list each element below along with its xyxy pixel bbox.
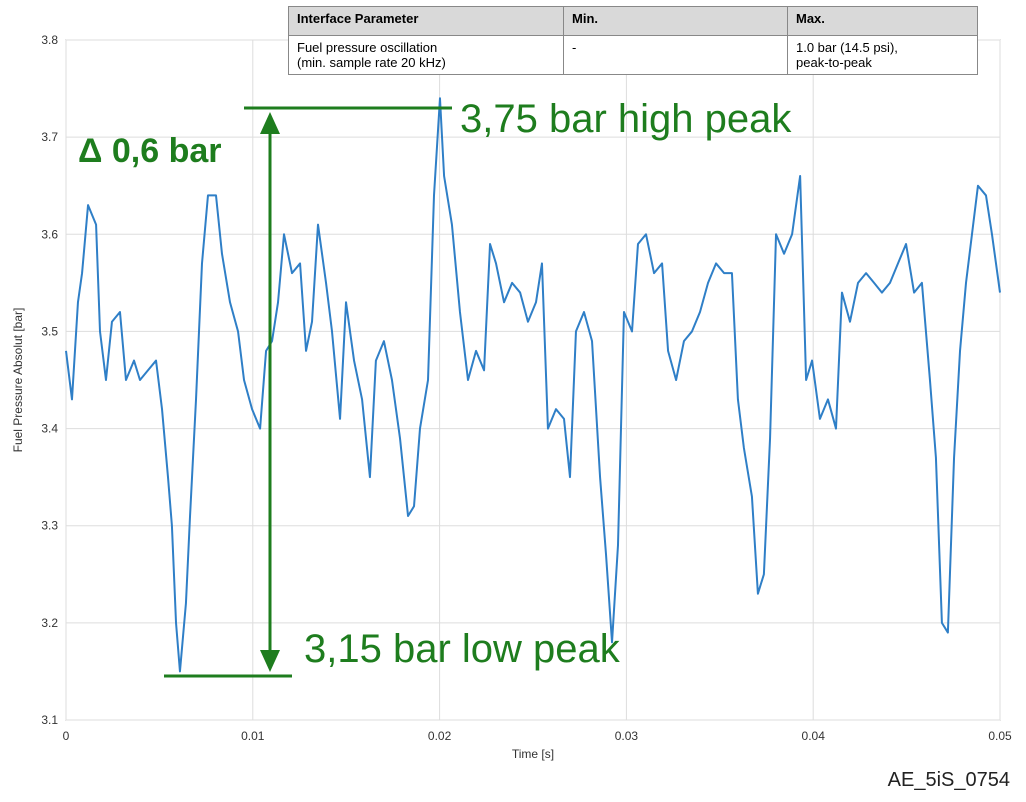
arrow-head [260,112,280,134]
cell: Fuel pressure oscillation (min. sample r… [288,35,564,75]
annotation: 3,75 bar high peak [460,97,792,141]
annotation: 3,15 bar low peak [304,627,621,671]
y-tick-label: 3.5 [41,324,58,338]
x-tick-label: 0.05 [988,729,1012,743]
y-tick-label: 3.8 [41,33,58,47]
arrow-head [260,650,280,672]
header-cell: Max. [787,6,978,36]
row: Fuel pressure oscillation (min. sample r… [288,35,978,75]
header-cell: Interface Parameter [288,6,564,36]
annotation: Δ 0,6 bar [78,132,222,170]
y-tick-label: 3.2 [41,616,58,630]
figure-id: AE_5iS_0754 [887,769,1010,791]
y-tick-label: 3.3 [41,519,58,533]
y-axis-label: Fuel Pressure Absolut [bar] [11,308,25,453]
header-cell: Min. [563,6,788,36]
header-row: Interface Parameter Min. Max. [288,6,978,36]
y-tick-label: 3.4 [41,422,58,436]
y-tick-label: 3.7 [41,130,58,144]
x-tick-label: 0 [63,729,70,743]
cell: 1.0 bar (14.5 psi), peak-to-peak [787,35,978,75]
y-tick-label: 3.1 [41,713,58,727]
x-axis-label: Time [s] [512,747,554,761]
y-tick-label: 3.6 [41,227,58,241]
spec-table: Interface Parameter Min. Max. Fuel press… [288,6,978,75]
x-tick-label: 0.04 [802,729,826,743]
data-line [65,97,1001,673]
x-tick-label: 0.02 [428,729,452,743]
plot-layer: 3.1 3.2 3.3 3.4 3.5 3.6 3.7 3.8 0 0.01 0.02 0.03 0.0… [41,33,1012,743]
x-tick-label: 0.01 [241,729,265,743]
x-tick-label: 0.03 [615,729,639,743]
cell: - [563,35,788,75]
